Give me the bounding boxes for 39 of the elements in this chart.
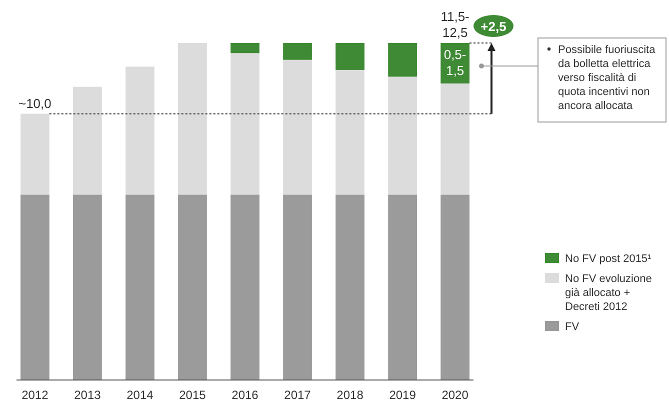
legend-label: FV	[565, 321, 580, 333]
bar	[283, 194, 312, 380]
x-tick-label: 2019	[389, 388, 416, 402]
bar	[388, 194, 417, 380]
annotation: 11,5-12,5	[440, 9, 470, 40]
bar	[230, 43, 260, 54]
x-tick-label: 2017	[284, 388, 312, 402]
bar	[388, 43, 417, 77]
x-tick-label: 2016	[232, 388, 259, 402]
bar	[20, 114, 50, 195]
bar	[336, 43, 364, 70]
bar	[440, 194, 470, 380]
bar	[230, 194, 260, 380]
x-tick-label: 2015	[179, 388, 206, 402]
bar	[283, 60, 312, 195]
legend-label: No FV evoluzione già allocato + Decreti 2012	[565, 273, 652, 313]
x-tick-label: 2018	[336, 388, 364, 402]
bar	[20, 194, 50, 380]
bar	[388, 76, 417, 195]
bar	[126, 66, 154, 195]
annotation: 0,5-1,5	[444, 47, 466, 78]
bar	[283, 43, 312, 60]
bar	[230, 53, 260, 195]
bar	[73, 194, 102, 380]
bar	[440, 83, 470, 195]
bar	[178, 43, 207, 195]
bar	[73, 86, 102, 195]
x-tick-label: 2013	[74, 388, 102, 402]
x-tick-label: 2012	[22, 388, 49, 402]
bar	[126, 194, 154, 380]
x-tick-label: 2020	[442, 388, 469, 402]
annotation: ~10,0	[18, 96, 52, 111]
text: +2,5	[480, 19, 506, 34]
bar	[336, 194, 364, 380]
x-tick-label: 2014	[126, 388, 154, 402]
legend-label: No FV post 2015¹	[565, 253, 652, 265]
text: Possibile fuoriuscita da bolletta elettrica verso fiscalità di quota incentivi non ancora allocata	[558, 44, 656, 112]
bar	[336, 70, 364, 195]
bar	[178, 194, 207, 380]
